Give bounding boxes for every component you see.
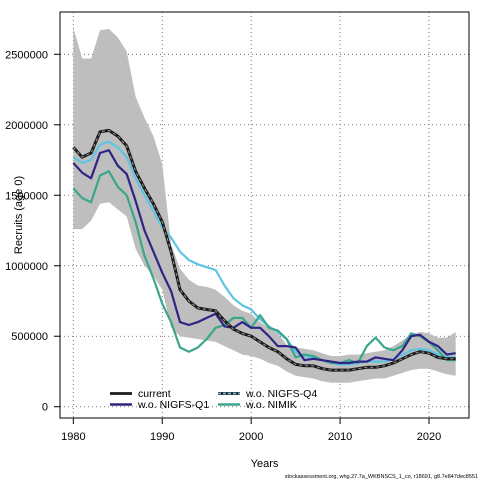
series-line-nigfs-q1 xyxy=(72,149,456,365)
x-tick-label: 1990 xyxy=(150,431,174,443)
y-tick-label: 2500000 xyxy=(5,49,48,61)
x-axis: 1980 1990 2000 2010 2020 xyxy=(61,418,441,443)
series-lines xyxy=(72,128,456,372)
x-tick-label: 1980 xyxy=(61,431,85,443)
x-axis-title: Years xyxy=(251,458,279,470)
legend-label: w.o. NIGFS-Q4 xyxy=(245,388,317,400)
y-tick-label: 2000000 xyxy=(5,120,48,132)
y-axis: 0 500000 1000000 1500000 2000000 2500000 xyxy=(5,49,60,414)
legend-label: w.o. NIGFS-Q1 xyxy=(137,399,209,411)
x-tick-label: 2010 xyxy=(328,431,352,443)
series-line-nimik xyxy=(72,170,456,365)
legend-label: w.o. NIMIK xyxy=(245,399,297,411)
series-line-current-dash xyxy=(72,129,456,371)
plot-frame xyxy=(59,11,470,419)
x-tick-label: 2020 xyxy=(417,431,441,443)
y-tick-label: 1500000 xyxy=(5,190,48,202)
confidence-band xyxy=(73,27,456,383)
legend-label: current xyxy=(138,388,171,400)
credit-text: stockassessment.org, whg.27.7a_WKBNSCS_1… xyxy=(285,474,478,480)
y-tick-label: 500000 xyxy=(11,331,48,343)
y-axis-title: Recruits (age 0) xyxy=(13,176,25,254)
y-tick-label: 0 xyxy=(42,402,48,414)
y-tick-label: 1000000 xyxy=(5,261,48,273)
x-tick-label: 2000 xyxy=(239,431,263,443)
